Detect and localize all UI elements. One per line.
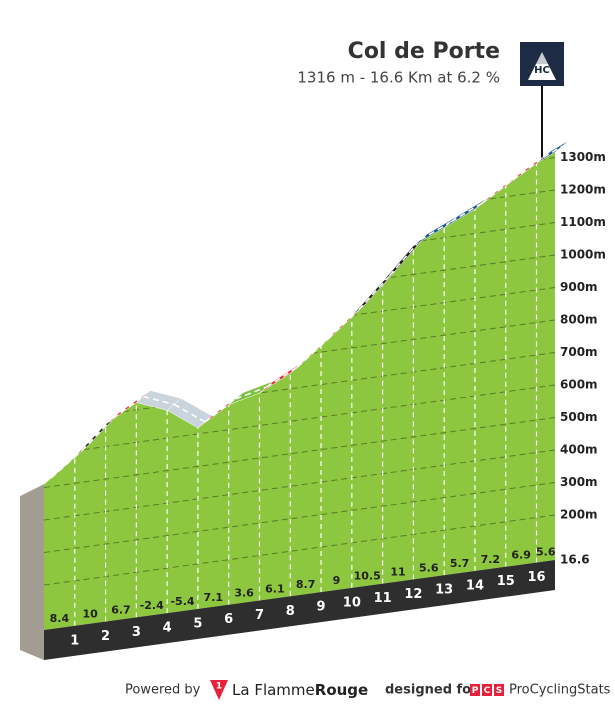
km-label: 2 xyxy=(101,629,110,644)
pcs-letter: C xyxy=(484,686,491,696)
plot: 200m300m400m500m600m700m800m900m1000m110… xyxy=(20,140,606,660)
km-label: 3 xyxy=(132,625,141,640)
side-face xyxy=(20,484,44,660)
road-centerline xyxy=(204,398,237,423)
y-tick-label: 900m xyxy=(560,280,598,294)
road-centerline xyxy=(235,386,267,400)
road-centerline xyxy=(266,366,298,388)
road-centerline xyxy=(327,309,360,340)
designed-for: designed for xyxy=(385,683,478,698)
pcs-letter: S xyxy=(496,686,502,696)
y-tick-label: 500m xyxy=(560,410,598,424)
gradient-label: -5.4 xyxy=(170,595,194,608)
km-label: 6 xyxy=(224,612,233,627)
km-label: 13 xyxy=(435,583,453,598)
grid-line xyxy=(44,482,555,553)
km-label: 1 xyxy=(70,633,79,648)
km-label: 7 xyxy=(255,608,264,623)
gradient-label: 10 xyxy=(83,608,99,621)
gradient-label: 6.7 xyxy=(111,603,131,616)
badge-snow xyxy=(536,52,548,64)
gradient-label: 11 xyxy=(390,566,405,579)
y-tick-label: 300m xyxy=(560,475,598,489)
grid-line xyxy=(44,449,555,521)
road-centerline xyxy=(420,221,452,241)
gradient-label: 5.6 xyxy=(536,545,556,558)
road-centerline xyxy=(481,179,514,204)
gradient-label: 6.9 xyxy=(511,549,531,562)
powered-by: Powered by xyxy=(125,683,201,698)
grid-line xyxy=(44,384,555,456)
gradient-label: 10.5 xyxy=(354,570,381,583)
pcs-name: ProCyclingStats xyxy=(509,683,611,698)
road-centerline xyxy=(358,275,391,311)
pcs-letter: P xyxy=(472,686,479,696)
pcs-box xyxy=(494,684,504,696)
gradient-label: 6.1 xyxy=(265,582,285,595)
chart-title: Col de Porte xyxy=(348,39,500,64)
km-label: 5 xyxy=(193,616,202,631)
gradient-label: 8.4 xyxy=(50,612,70,625)
road-centerline xyxy=(389,239,421,277)
gradient-label: 5.6 xyxy=(419,561,439,574)
logo-text-a: La Flamme xyxy=(232,681,315,699)
y-tick-label: 800m xyxy=(560,313,598,327)
y-tick-label: 200m xyxy=(560,508,598,522)
badge-label: HC xyxy=(534,65,550,76)
km-label: 16 xyxy=(527,570,545,585)
grid-line xyxy=(44,417,555,488)
gradient-label: 8.7 xyxy=(296,578,316,591)
km-label: 15 xyxy=(497,574,515,589)
chart-subtitle: 1316 m - 16.6 Km at 6.2 % xyxy=(297,69,500,87)
road-centerline xyxy=(143,395,175,406)
km-label: 8 xyxy=(286,604,295,619)
road-centerline xyxy=(512,156,544,181)
gradient-label: -2.4 xyxy=(140,599,164,612)
logo-text: La FlammeRouge xyxy=(232,681,368,699)
km-label: 10 xyxy=(343,595,361,610)
footer: Powered by 1 La FlammeRouge designed for… xyxy=(125,680,611,700)
road-centerline xyxy=(543,145,563,158)
y-tick-label: 1300m xyxy=(560,150,606,164)
y-tick-label: 400m xyxy=(560,443,598,457)
km-label: 14 xyxy=(466,578,484,593)
y-tick-label: 600m xyxy=(560,378,598,392)
gradient-label: 5.7 xyxy=(450,557,470,570)
grid-line xyxy=(44,514,555,586)
profile-area xyxy=(44,152,555,631)
y-tick-label: 1200m xyxy=(560,183,606,197)
gradient-label: 3.6 xyxy=(234,587,254,600)
pcs-box xyxy=(482,684,492,696)
km-label: 4 xyxy=(163,621,172,636)
badge-mountain xyxy=(528,52,556,80)
gradient-label: 7.2 xyxy=(481,553,501,566)
grid-line xyxy=(44,352,555,423)
logo-number: 1 xyxy=(216,682,222,692)
flamme-logo xyxy=(210,680,228,700)
pcs-box xyxy=(470,684,480,696)
road-centerline xyxy=(81,417,114,452)
base-strip xyxy=(44,560,555,660)
gradient-label: 9 xyxy=(333,574,341,587)
y-tick-label: 1000m xyxy=(560,248,606,262)
km-label: 11 xyxy=(374,591,392,606)
gradient-label: 7.1 xyxy=(204,591,224,604)
y-tick-label: 700m xyxy=(560,345,598,359)
km-label: 12 xyxy=(404,587,422,602)
logo-text-b: Rouge xyxy=(315,681,368,699)
road-centerline xyxy=(173,403,206,423)
road-centerline xyxy=(450,202,483,223)
road-centerline xyxy=(112,395,144,419)
km-label: 9 xyxy=(317,600,326,615)
y-tick-label: 1100m xyxy=(560,215,606,229)
distance-label: 16.6 xyxy=(560,553,590,567)
